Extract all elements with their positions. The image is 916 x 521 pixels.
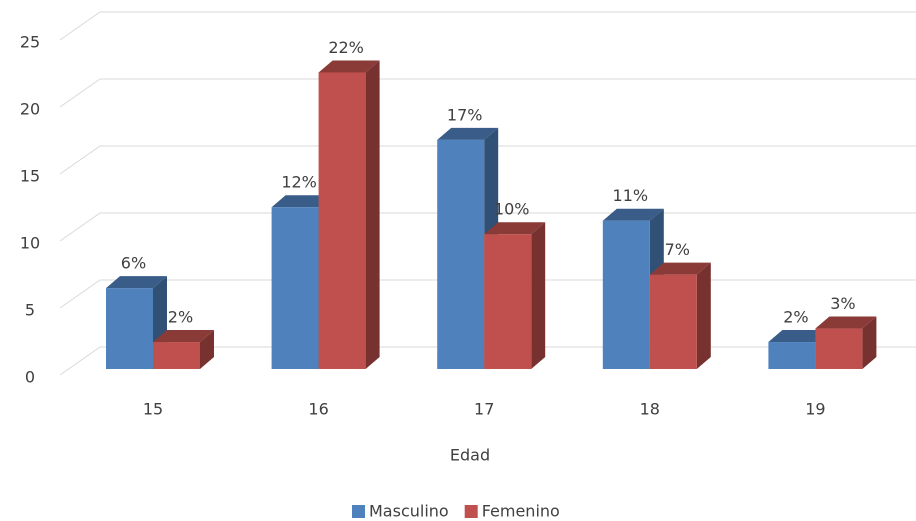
bar-top [815, 316, 877, 329]
x-tick-label: 18 [640, 400, 660, 419]
grid-line [59, 11, 916, 41]
y-tick-label: 25 [20, 33, 40, 52]
bar-top [437, 127, 499, 140]
y-tick-label: 5 [25, 301, 35, 320]
bar-side [696, 262, 711, 369]
bar-top [602, 208, 664, 221]
bar-side [365, 60, 380, 369]
x-tick-label: 17 [474, 400, 494, 419]
bar [153, 342, 200, 369]
bar-top [484, 222, 546, 235]
data-label: 3% [830, 294, 855, 313]
bar-side [531, 222, 546, 369]
bar-top [153, 330, 214, 343]
bar [318, 72, 366, 369]
bar [602, 220, 650, 369]
legend-label: Masculino [369, 502, 449, 521]
bar [106, 288, 153, 369]
data-label: 7% [665, 240, 690, 259]
x-tick-label: 15 [143, 400, 163, 419]
bar-top [318, 60, 380, 73]
data-label: 22% [328, 38, 364, 57]
bar-side [200, 330, 214, 369]
data-label: 11% [613, 186, 649, 205]
data-label: 10% [494, 200, 530, 219]
bar [437, 139, 485, 369]
x-tick-label: 19 [805, 400, 825, 419]
bar [271, 207, 319, 369]
grid-line [59, 145, 916, 175]
data-label: 12% [281, 173, 317, 192]
bar [649, 274, 697, 369]
bar-top [649, 262, 711, 275]
legend-swatch [464, 505, 478, 518]
bar-top [106, 276, 167, 289]
bar [768, 342, 816, 369]
bar [484, 234, 532, 369]
data-label: 17% [447, 105, 483, 124]
y-tick-label: 10 [20, 234, 40, 253]
data-label: 2% [783, 308, 808, 327]
y-tick-label: 0 [25, 368, 35, 387]
bar-top [768, 330, 830, 343]
data-label: 2% [168, 308, 193, 327]
bar-side [862, 316, 877, 369]
grid-line [59, 78, 916, 108]
x-axis-label: Edad [450, 446, 490, 465]
y-tick-label: 15 [20, 167, 40, 186]
data-label: 6% [121, 254, 146, 273]
bar [815, 328, 863, 369]
bar-top [271, 195, 333, 208]
legend-swatch [352, 505, 365, 518]
x-tick-label: 16 [308, 400, 328, 419]
legend-label: Femenino [482, 502, 560, 521]
y-tick-label: 20 [20, 100, 40, 119]
